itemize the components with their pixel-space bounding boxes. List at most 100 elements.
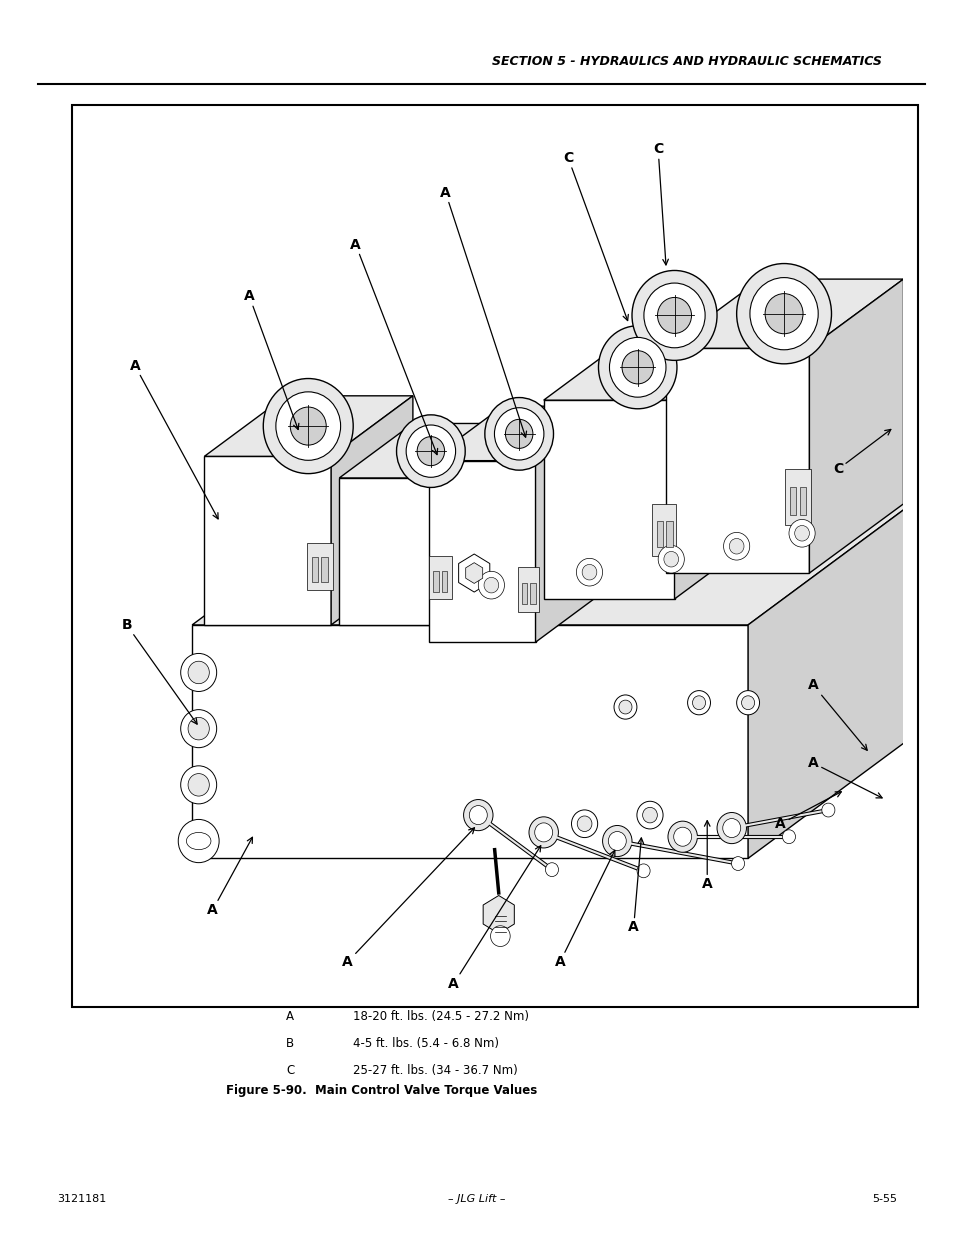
Circle shape — [658, 546, 683, 573]
Circle shape — [469, 805, 487, 825]
Circle shape — [396, 415, 465, 488]
Text: A: A — [130, 358, 218, 519]
Circle shape — [577, 816, 591, 831]
Circle shape — [692, 695, 705, 710]
Text: B: B — [286, 1036, 294, 1050]
Circle shape — [788, 520, 814, 547]
Text: 5-55: 5-55 — [871, 1194, 896, 1204]
Circle shape — [667, 821, 697, 852]
Circle shape — [598, 326, 677, 409]
Bar — [799, 488, 805, 515]
Circle shape — [602, 825, 631, 857]
Circle shape — [717, 813, 745, 844]
Text: A: A — [807, 756, 882, 798]
Bar — [529, 583, 535, 604]
Circle shape — [477, 572, 504, 599]
Bar — [656, 521, 662, 547]
Text: C: C — [562, 151, 628, 321]
Circle shape — [505, 420, 533, 448]
Circle shape — [180, 710, 216, 747]
Circle shape — [722, 819, 740, 837]
Text: C: C — [832, 430, 890, 477]
Circle shape — [545, 863, 558, 877]
Text: A: A — [439, 185, 526, 437]
Text: SECTION 5 - HYDRAULICS AND HYDRAULIC SCHEMATICS: SECTION 5 - HYDRAULICS AND HYDRAULIC SCH… — [492, 54, 881, 68]
Circle shape — [571, 810, 597, 837]
Circle shape — [614, 695, 637, 719]
Circle shape — [490, 926, 510, 946]
Polygon shape — [339, 424, 522, 478]
Circle shape — [637, 864, 649, 878]
Circle shape — [528, 816, 558, 848]
Bar — [784, 469, 810, 526]
Text: 3121181: 3121181 — [57, 1194, 107, 1204]
Circle shape — [178, 820, 219, 862]
Circle shape — [483, 578, 498, 593]
Circle shape — [416, 437, 444, 466]
Polygon shape — [449, 424, 522, 625]
Circle shape — [764, 294, 802, 333]
Circle shape — [275, 391, 340, 461]
Circle shape — [484, 398, 553, 471]
Circle shape — [631, 270, 717, 361]
Text: A: A — [701, 821, 712, 892]
Circle shape — [576, 558, 602, 587]
Circle shape — [642, 808, 657, 823]
Circle shape — [736, 263, 831, 364]
Bar — [321, 557, 328, 582]
Circle shape — [618, 700, 631, 714]
Circle shape — [821, 803, 834, 818]
Circle shape — [687, 690, 710, 715]
Circle shape — [728, 538, 743, 555]
Bar — [441, 572, 447, 592]
Bar — [71, 105, 917, 1007]
Circle shape — [749, 278, 818, 350]
Circle shape — [794, 525, 808, 541]
Text: C: C — [286, 1063, 294, 1077]
Text: 4-5 ft. lbs. (5.4 - 6.8 Nm): 4-5 ft. lbs. (5.4 - 6.8 Nm) — [353, 1036, 498, 1050]
Circle shape — [663, 551, 678, 567]
Polygon shape — [543, 400, 674, 599]
Text: A: A — [350, 237, 437, 454]
Bar — [429, 556, 452, 599]
Circle shape — [740, 695, 754, 710]
Circle shape — [673, 827, 691, 846]
Circle shape — [781, 830, 795, 844]
Bar — [517, 567, 538, 613]
Circle shape — [290, 408, 326, 445]
Circle shape — [608, 831, 625, 851]
Polygon shape — [665, 348, 808, 573]
Polygon shape — [192, 504, 911, 625]
Bar — [665, 521, 672, 547]
Polygon shape — [192, 625, 747, 858]
Circle shape — [657, 298, 691, 333]
Circle shape — [736, 690, 759, 715]
Circle shape — [609, 337, 665, 398]
Circle shape — [581, 564, 597, 580]
Circle shape — [180, 766, 216, 804]
Text: A: A — [244, 289, 298, 430]
Polygon shape — [204, 457, 331, 625]
Bar — [789, 488, 796, 515]
Circle shape — [180, 653, 216, 692]
Text: A: A — [775, 792, 841, 831]
Polygon shape — [429, 406, 608, 461]
Circle shape — [188, 718, 209, 740]
Text: Figure 5-90.  Main Control Valve Torque Values: Figure 5-90. Main Control Valve Torque V… — [226, 1083, 537, 1097]
Circle shape — [188, 773, 209, 797]
Polygon shape — [535, 406, 608, 642]
Bar — [521, 583, 527, 604]
Ellipse shape — [186, 832, 211, 850]
Text: A: A — [807, 678, 866, 751]
Circle shape — [406, 425, 456, 477]
Polygon shape — [429, 461, 535, 642]
Polygon shape — [543, 333, 763, 400]
Text: A: A — [448, 846, 540, 990]
Polygon shape — [331, 395, 413, 625]
Bar — [651, 504, 676, 556]
Text: A: A — [286, 1009, 294, 1023]
Text: – JLG Lift –: – JLG Lift – — [448, 1194, 505, 1204]
Polygon shape — [674, 333, 763, 599]
Circle shape — [643, 283, 704, 348]
Circle shape — [188, 661, 209, 684]
